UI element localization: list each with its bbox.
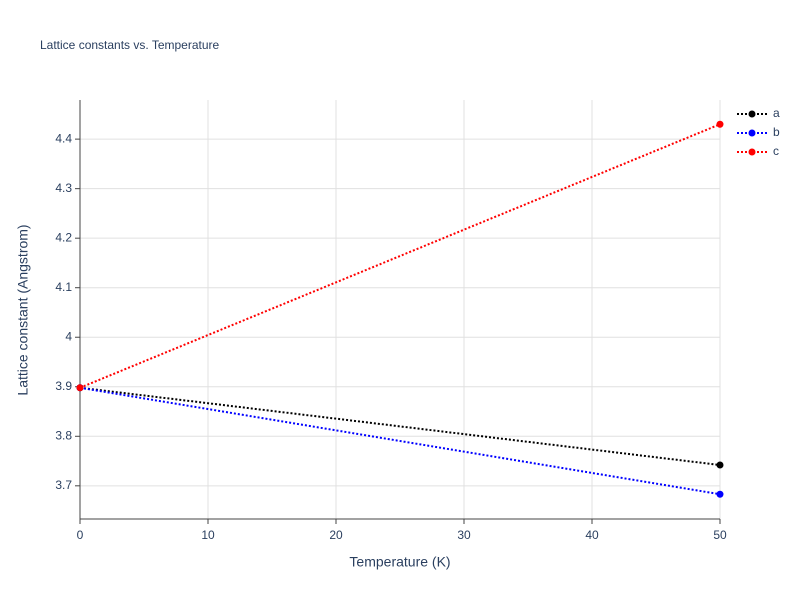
data-point: [716, 461, 724, 469]
y-tick-label: 3.7: [55, 478, 72, 492]
series-line: [79, 386, 721, 496]
series-line: [79, 123, 721, 389]
x-tick-label: 30: [457, 528, 471, 542]
data-point: [76, 384, 84, 392]
y-axis-label: Lattice constant (Angstrom): [15, 224, 31, 395]
data-point: [716, 120, 724, 128]
y-tick-label: 4.1: [55, 280, 72, 294]
legend-label: b: [773, 125, 780, 139]
chart-title: Lattice constants vs. Temperature: [40, 38, 220, 52]
y-tick-label: 4.3: [55, 181, 72, 195]
x-tick-label: 10: [201, 528, 215, 542]
x-tick-label: 0: [77, 528, 84, 542]
legend-label: c: [773, 144, 779, 158]
data-point: [716, 490, 724, 498]
x-tick-label: 20: [329, 528, 343, 542]
y-tick-label: 3.8: [55, 428, 72, 442]
legend-marker: [748, 148, 756, 156]
y-tick-label: 4.4: [55, 131, 72, 145]
series-line: [79, 386, 721, 467]
x-tick-label: 50: [713, 528, 727, 542]
y-tick-label: 4.2: [55, 230, 72, 244]
x-axis-label: Temperature (K): [349, 554, 450, 570]
y-tick-label: 4: [65, 329, 72, 343]
legend-label: a: [773, 106, 780, 120]
x-tick-label: 40: [585, 528, 599, 542]
y-tick-label: 3.9: [55, 379, 72, 393]
legend-marker: [748, 129, 756, 137]
legend-marker: [748, 110, 756, 118]
